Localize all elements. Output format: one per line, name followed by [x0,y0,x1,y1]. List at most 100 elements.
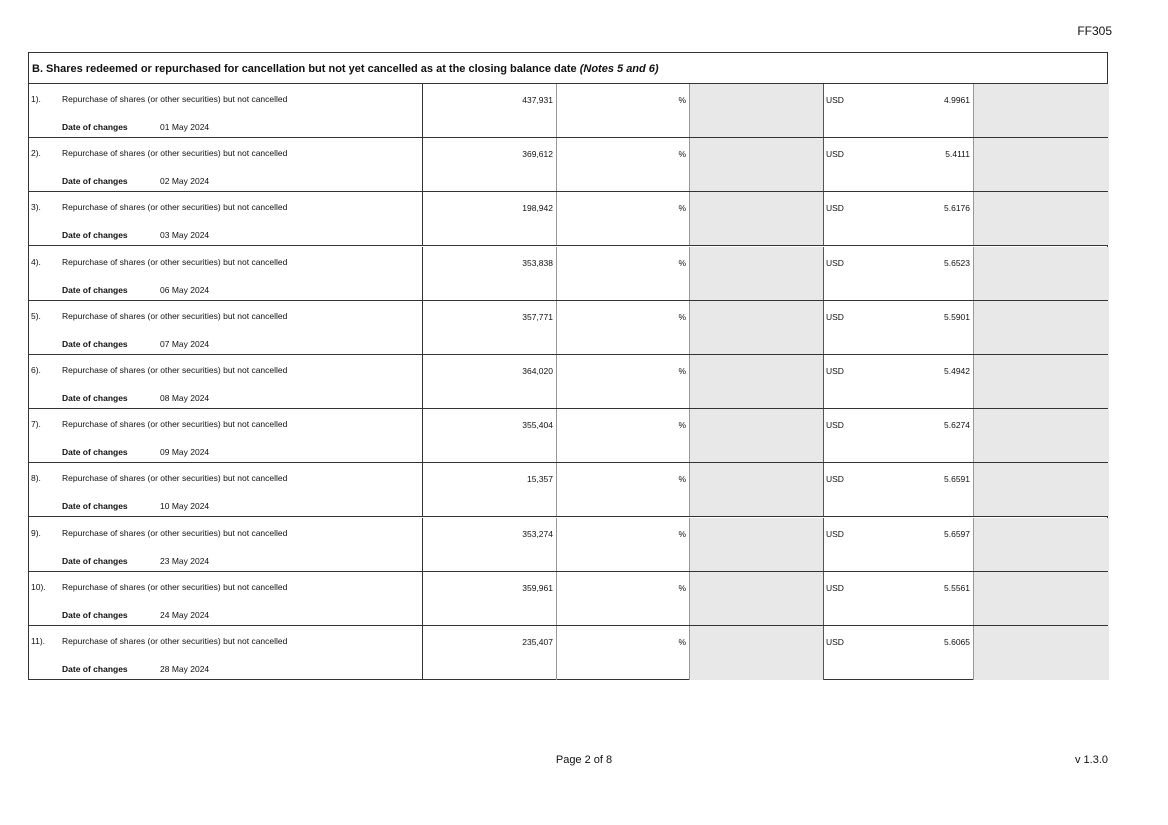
percent-cell: % [557,571,690,625]
blank-shaded-cell [974,138,1109,192]
table-row: 1). Repurchase of shares (or other secur… [29,84,1109,138]
table-row: 4). Repurchase of shares (or other secur… [29,246,1109,301]
shares-cell: 353,838 [423,246,557,300]
date-value: 10 May 2024 [160,501,210,512]
row-description: Repurchase of shares (or other securitie… [62,527,288,538]
percent-cell: % [557,192,690,246]
version: v 1.3.0 [1074,754,1108,766]
blank-shaded-cell [690,300,824,354]
date-value: 09 May 2024 [160,447,210,458]
row-index: 4). [31,256,41,267]
date-value: 07 May 2024 [160,338,210,349]
percent-symbol: % [678,149,686,160]
price-value: 5.4111 [945,149,970,160]
blank-shaded-cell [690,355,824,408]
description-cell: 5). Repurchase of shares (or other secur… [29,300,423,354]
price-cell: USD 5.6591 [824,463,974,517]
blank-shaded-cell [690,246,824,300]
blank-shaded-cell [690,463,824,517]
shares-value: 359,961 [522,582,553,593]
row-description: Repurchase of shares (or other securitie… [62,636,288,646]
percent-cell: % [557,300,690,354]
row-index: 7). [31,419,41,430]
date-value: 06 May 2024 [160,284,210,295]
row-index: 8). [31,473,41,484]
blank-shaded-cell [974,355,1109,408]
date-value: 24 May 2024 [160,609,210,620]
price-cell: USD 5.6523 [824,246,974,300]
section-title-note: (Notes 5 and 6) [579,63,659,75]
row-description: Repurchase of shares (or other securitie… [62,94,288,104]
date-label: Date of changes [62,338,128,349]
price-cell: USD 5.4942 [824,355,974,408]
price-cell: USD 4.9961 [824,84,974,137]
shares-cell: 15,357 [423,463,557,517]
currency: USD [826,582,844,593]
repurchase-table: B. Shares redeemed or repurchased for ca… [28,52,1109,680]
shares-value: 235,407 [522,637,553,647]
percent-symbol: % [678,528,686,539]
blank-shaded-cell [690,192,824,246]
shares-cell: 364,020 [423,355,557,408]
price-value: 5.6523 [944,257,970,268]
currency: USD [826,149,844,160]
description-cell: 11). Repurchase of shares (or other secu… [29,626,423,680]
currency: USD [826,528,844,539]
table-row: 10). Repurchase of shares (or other secu… [29,571,1109,626]
row-description: Repurchase of shares (or other securitie… [62,202,288,213]
section-header: B. Shares redeemed or repurchased for ca… [29,53,1107,84]
date-label: Date of changes [62,393,128,403]
date-value: 23 May 2024 [160,555,210,566]
table-row: 9). Repurchase of shares (or other secur… [29,517,1109,572]
currency: USD [826,257,844,268]
price-value: 5.6176 [944,203,970,214]
date-value: 02 May 2024 [160,176,210,187]
blank-shaded-cell [974,463,1109,517]
shares-value: 353,274 [522,528,553,539]
description-cell: 9). Repurchase of shares (or other secur… [29,517,423,571]
blank-shaded-cell [974,517,1109,571]
description-cell: 7). Repurchase of shares (or other secur… [29,409,423,463]
date-label: Date of changes [62,664,128,674]
currency: USD [826,366,844,376]
description-cell: 6). Repurchase of shares (or other secur… [29,355,423,408]
shares-value: 357,771 [522,311,553,322]
description-cell: 1). Repurchase of shares (or other secur… [29,84,423,137]
description-cell: 3). Repurchase of shares (or other secur… [29,192,423,246]
price-value: 4.9961 [944,95,970,105]
date-value: 01 May 2024 [160,122,210,132]
percent-cell: % [557,246,690,300]
currency: USD [826,637,844,647]
date-label: Date of changes [62,230,128,241]
price-cell: USD 5.6065 [824,626,974,680]
description-cell: 8). Repurchase of shares (or other secur… [29,463,423,517]
currency: USD [826,474,844,485]
table-row: 6). Repurchase of shares (or other secur… [29,355,1109,409]
table-row: 11). Repurchase of shares (or other secu… [29,626,1109,680]
percent-symbol: % [678,95,686,105]
percent-cell: % [557,138,690,192]
date-value: 28 May 2024 [160,664,210,674]
table-row: 8). Repurchase of shares (or other secur… [29,463,1109,518]
date-value: 08 May 2024 [160,393,210,403]
price-value: 5.5561 [944,582,970,593]
percent-cell: % [557,84,690,137]
price-value: 5.6274 [944,420,970,431]
shares-cell: 357,771 [423,300,557,354]
percent-symbol: % [678,582,686,593]
row-description: Repurchase of shares (or other securitie… [62,419,288,430]
price-cell: USD 5.5901 [824,300,974,354]
blank-shaded-cell [690,409,824,463]
row-index: 1). [31,94,41,104]
row-index: 3). [31,202,41,213]
blank-shaded-cell [974,409,1109,463]
row-description: Repurchase of shares (or other securitie… [62,148,288,159]
price-value: 5.6065 [944,637,970,647]
currency: USD [826,420,844,431]
percent-symbol: % [678,203,686,214]
description-cell: 4). Repurchase of shares (or other secur… [29,246,423,300]
row-description: Repurchase of shares (or other securitie… [62,256,288,267]
blank-shaded-cell [690,571,824,625]
row-index: 9). [31,527,41,538]
row-index: 10). [31,581,46,592]
